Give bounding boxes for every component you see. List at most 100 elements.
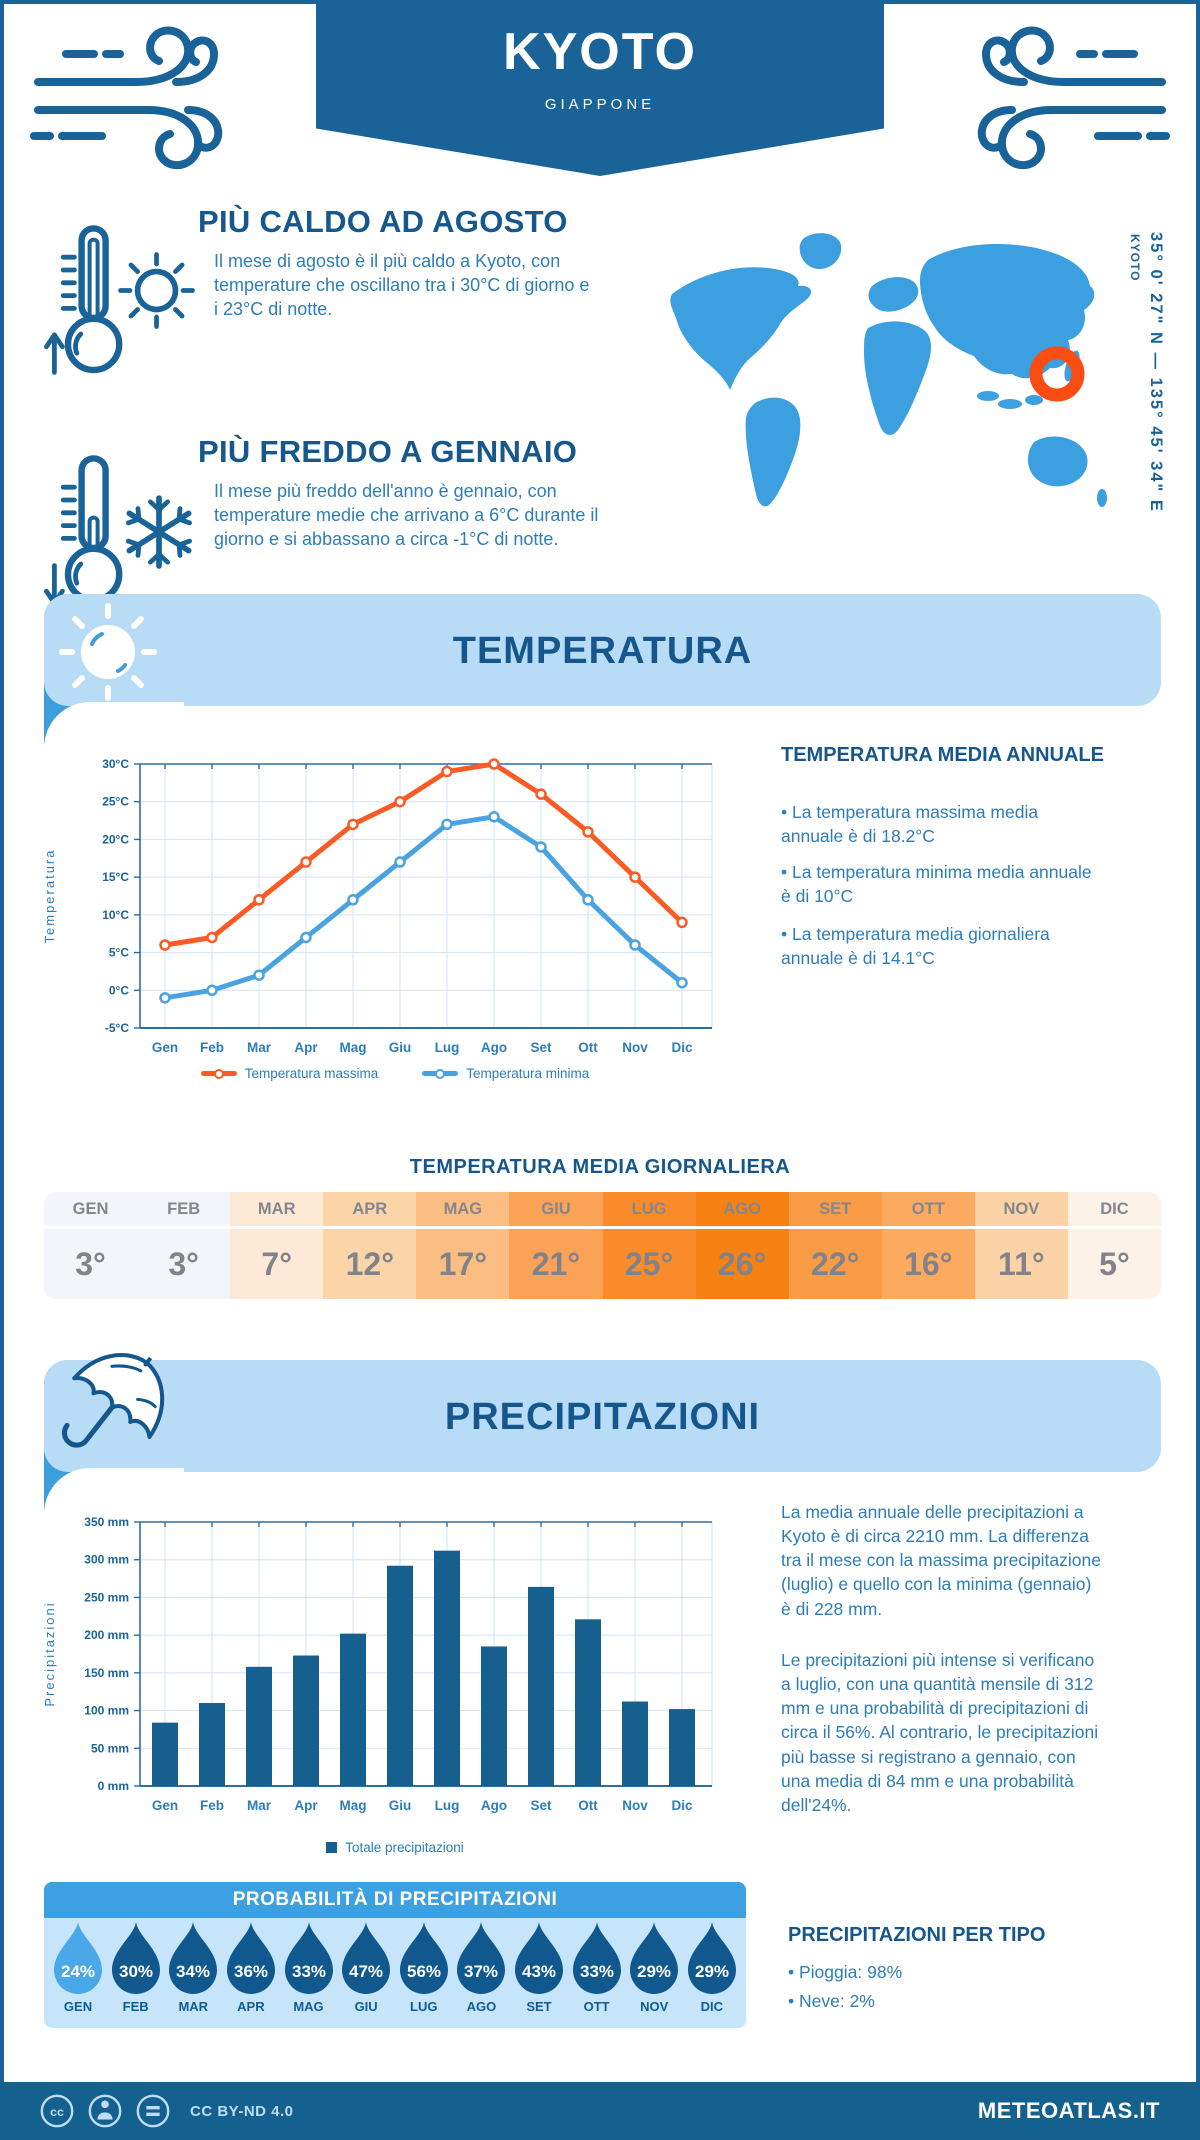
sun-banner-icon [59,603,157,701]
svg-text:cc: cc [50,2105,64,2119]
legend-label-max: Temperatura massima [244,1066,379,1081]
page-title: KYOTO [503,23,697,81]
table-month-column: GEN 3° [44,1192,138,1299]
svg-text:Nov: Nov [622,1040,648,1055]
drop-month-label: DIC [700,1999,724,2014]
table-temperature-value: 12° [323,1229,417,1299]
table-month-header: FEB [137,1192,231,1226]
raindrop-icon: 33% [284,1922,333,1994]
table-month-column: AGO 26° [695,1192,789,1299]
svg-text:Mag: Mag [340,1040,367,1055]
hot-month-text: Il mese di agosto è il più caldo a Kyoto… [214,251,590,319]
probability-drop-cell: 30% FEB [108,1920,164,2014]
svg-text:0°C: 0°C [109,983,129,997]
world-map [670,233,1107,507]
table-temperature-value: 22° [788,1229,882,1299]
probability-drop-cell: 47% GIU [338,1920,394,2014]
precipitation-banner-title: PRECIPITAZIONI [444,1396,761,1438]
table-temperature-value: 26° [695,1229,789,1299]
svg-text:Lug: Lug [435,1040,460,1055]
svg-text:43%: 43% [522,1962,556,1981]
drop-month-label: MAR [178,1999,209,2014]
svg-text:50 mm: 50 mm [91,1741,129,1755]
temperature-banner-title: TEMPERATURA [452,630,753,672]
svg-text:36%: 36% [234,1962,268,1981]
svg-text:Set: Set [530,1798,552,1813]
annual-bullet: La temperatura massima media annuale è d… [781,800,1105,848]
table-month-column: APR 12° [323,1192,417,1299]
svg-text:100 mm: 100 mm [84,1704,129,1718]
table-temperature-value: 25° [602,1229,696,1299]
table-temperature-value: 17° [416,1229,510,1299]
drop-month-label: GEN [63,1999,93,2014]
raindrop-icon: 47% [342,1922,391,1994]
svg-text:34%: 34% [176,1962,210,1981]
annual-bullet: La temperatura media giornaliera annuale… [781,922,1105,970]
cold-month-title: PIÙ FREDDO A GENNAIO [198,434,578,469]
raindrop-icon: 30% [111,1922,160,1994]
banner-curl [44,702,184,748]
precipitation-chart-legend: Totale precipitazioni [40,1840,750,1855]
probability-drop-cell: 56% LUG [396,1920,452,2014]
svg-text:56%: 56% [407,1962,441,1981]
svg-text:Gen: Gen [152,1040,178,1055]
no-derivatives-icon [136,2094,170,2128]
location-marker [1029,346,1085,402]
table-month-column: FEB 3° [137,1192,231,1299]
raindrop-icon: 24% [54,1922,102,1994]
svg-text:Giu: Giu [389,1798,412,1813]
table-month-header: MAG [416,1192,510,1226]
temperature-banner [44,594,1161,706]
umbrella-icon [61,1353,165,1448]
license-badges: cc CC BY-ND 4.0 [38,2092,294,2130]
svg-text:200 mm: 200 mm [84,1628,129,1642]
page-border-left [0,0,4,2082]
svg-text:33%: 33% [291,1962,325,1981]
svg-text:37%: 37% [464,1962,498,1981]
svg-text:150 mm: 150 mm [84,1666,129,1680]
legend-label-total: Totale precipitazioni [345,1840,464,1855]
svg-text:Nov: Nov [622,1798,648,1813]
table-temperature-value: 21° [509,1229,603,1299]
cold-month-text: Il mese più freddo dell'anno è gennaio, … [214,481,599,549]
table-month-header: LUG [602,1192,696,1226]
svg-text:15°C: 15°C [102,870,129,884]
probability-drop-cell: 29% DIC [684,1920,740,2014]
probability-drop-cell: 29% NOV [626,1920,682,2014]
wind-icon [30,26,223,169]
precipitation-type-title: PRECIPITAZIONI PER TIPO [788,1924,1046,1946]
temperature-line-chart: 30°C 25°C 20°C 15°C 10°C 5°C 0°C -5°C Gen Feb Mar A… [42,757,713,1055]
drop-month-label: NOV [640,1999,669,2014]
temperature-chart-legend: Temperatura massima Temperatura minima [40,1066,750,1081]
table-month-header: GEN [44,1192,138,1226]
svg-text:Giu: Giu [389,1040,412,1055]
svg-text:Ago: Ago [481,1040,507,1055]
probability-title: PROBABILITÀ DI PRECIPITAZIONI [44,1882,746,1918]
svg-text:5°C: 5°C [109,946,129,960]
table-month-column: MAR 7° [230,1192,324,1299]
svg-text:Ott: Ott [578,1798,598,1813]
site-label: METEOATLAS.IT [977,2098,1160,2123]
svg-text:25°C: 25°C [102,795,129,809]
coordinates-label: 35° 0' 27" N — 135° 45' 34" E [1147,232,1165,513]
legend-item-total: Totale precipitazioni [326,1840,464,1855]
svg-text:Ago: Ago [481,1798,507,1813]
table-month-header: AGO [695,1192,789,1226]
svg-text:Mag: Mag [340,1798,367,1813]
drop-month-label: AGO [466,1999,497,2014]
probability-drop-cell: 43% SET [511,1920,567,2014]
raindrop-icon: 29% [687,1922,736,1994]
table-month-header: GIU [509,1192,603,1226]
table-month-header: DIC [1067,1192,1161,1226]
precipitation-banner [44,1360,1161,1472]
table-temperature-value: 7° [230,1229,324,1299]
table-month-column: SET 22° [788,1192,882,1299]
raindrop-icon: 34% [169,1922,218,1994]
svg-text:Ott: Ott [578,1040,598,1055]
table-temperature-value: 3° [137,1229,231,1299]
svg-text:350 mm: 350 mm [84,1515,129,1529]
raindrop-icon: 56% [399,1922,448,1994]
attribution-icon [88,2094,122,2128]
svg-text:30°C: 30°C [102,757,129,771]
svg-text:Apr: Apr [294,1798,318,1813]
